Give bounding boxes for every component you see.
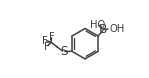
Text: F: F	[44, 42, 50, 52]
Text: F: F	[49, 32, 55, 42]
Text: S: S	[60, 45, 67, 58]
Text: OH: OH	[110, 24, 125, 34]
Text: F: F	[42, 36, 48, 46]
Text: HO: HO	[90, 20, 105, 30]
Text: B: B	[98, 23, 107, 36]
